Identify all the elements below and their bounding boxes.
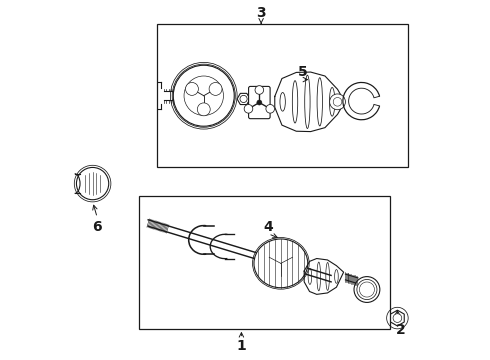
Text: 6: 6 (93, 220, 102, 234)
Text: 1: 1 (237, 339, 246, 353)
Polygon shape (304, 258, 343, 294)
Circle shape (244, 104, 253, 113)
Ellipse shape (254, 239, 308, 288)
Circle shape (257, 100, 262, 105)
Bar (157, 24, 408, 167)
Text: 4: 4 (264, 220, 273, 234)
Polygon shape (275, 72, 344, 132)
Circle shape (76, 167, 109, 200)
Circle shape (255, 86, 264, 94)
Circle shape (209, 82, 222, 95)
Bar (139, 196, 390, 329)
FancyBboxPatch shape (248, 86, 270, 119)
Circle shape (330, 94, 345, 110)
Ellipse shape (354, 276, 380, 302)
Ellipse shape (359, 282, 374, 297)
Ellipse shape (357, 279, 377, 300)
Circle shape (240, 95, 247, 103)
Text: 2: 2 (396, 323, 406, 337)
Circle shape (197, 103, 210, 116)
Circle shape (173, 65, 234, 126)
Circle shape (266, 104, 274, 113)
Text: 5: 5 (297, 66, 307, 80)
Circle shape (184, 76, 223, 116)
Text: 3: 3 (256, 6, 266, 20)
Circle shape (393, 314, 402, 323)
Circle shape (186, 82, 198, 95)
Circle shape (333, 98, 342, 106)
